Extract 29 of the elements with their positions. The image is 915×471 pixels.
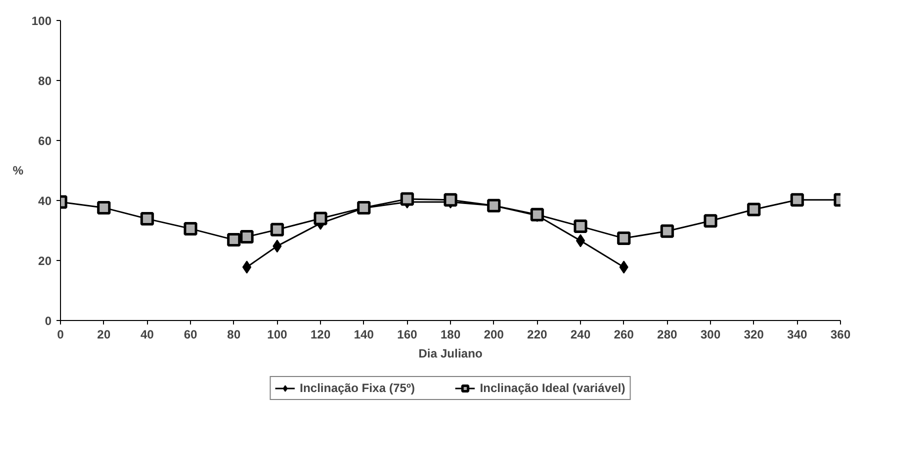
x-tick-label: 140 xyxy=(354,328,374,342)
y-tick-label: 40 xyxy=(38,194,52,208)
x-tick-label: 20 xyxy=(97,328,111,342)
y-tick-label: 100 xyxy=(31,14,52,28)
y-tick-label: 60 xyxy=(38,134,52,148)
x-tick-label: 260 xyxy=(614,328,634,342)
y-tick-label: 80 xyxy=(38,74,52,88)
y-tick-label: 20 xyxy=(38,254,52,268)
x-tick-label: 300 xyxy=(700,328,721,342)
y-axis-title: % xyxy=(12,164,24,178)
x-tick-label: 340 xyxy=(787,328,808,342)
x-tick-label: 240 xyxy=(570,328,591,342)
x-tick-label: 280 xyxy=(657,328,678,342)
x-tick-label: 160 xyxy=(397,328,418,342)
x-tick-label: 60 xyxy=(184,328,198,342)
x-tick-label: 320 xyxy=(744,328,764,342)
x-tick-label: 360 xyxy=(830,328,851,342)
x-tick-label: 220 xyxy=(527,328,548,342)
x-tick-label: 80 xyxy=(227,328,241,342)
x-tick-label: 180 xyxy=(440,328,461,342)
y-tick-label: 0 xyxy=(44,314,52,328)
x-tick-label: 0 xyxy=(57,328,64,342)
x-tick-label: 200 xyxy=(484,328,504,342)
legend-label: Inclinação Ideal (variável) xyxy=(480,381,626,395)
legend-label: Inclinação Fixa (75º) xyxy=(300,381,415,395)
x-tick-label: 100 xyxy=(267,328,288,342)
x-axis-title: Dia Juliano xyxy=(418,346,483,360)
x-tick-label: 120 xyxy=(310,328,331,342)
x-tick-label: 40 xyxy=(140,328,154,342)
